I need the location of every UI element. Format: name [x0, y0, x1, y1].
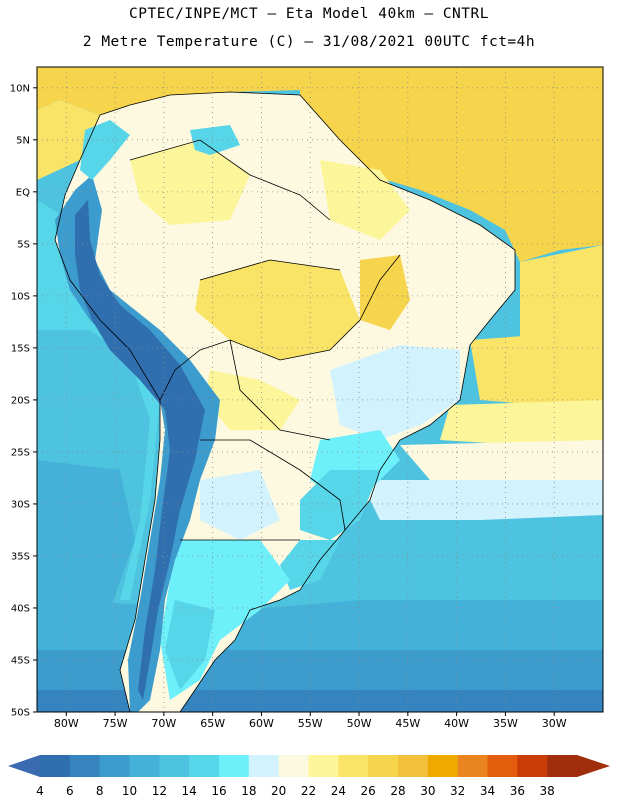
colorbar-cell: [547, 755, 578, 777]
colorbar-cell: [189, 755, 220, 777]
lon-label: 75W: [103, 717, 128, 730]
lat-label: 45S: [11, 655, 30, 666]
colorbar-label: 4: [36, 784, 44, 798]
colorbar-label: 30: [420, 784, 435, 798]
lon-label: 45W: [395, 717, 420, 730]
colorbar-label: 14: [182, 784, 197, 798]
colorbar-cell: [69, 755, 100, 777]
colorbar-low-arrow: [8, 755, 40, 777]
colorbar-label: 32: [450, 784, 465, 798]
lat-label: 15S: [11, 343, 30, 354]
title-line-1: CPTEC/INPE/MCT – Eta Model 40km – CNTRL: [129, 6, 489, 22]
colorbar-label: 18: [241, 784, 256, 798]
colorbar-label: 26: [361, 784, 376, 798]
colorbar-label: 36: [510, 784, 525, 798]
colorbar-cell: [487, 755, 518, 777]
colorbar-cell: [368, 755, 399, 777]
lon-label: 40W: [444, 717, 469, 730]
colorbar-label: 28: [390, 784, 405, 798]
colorbar-cell: [278, 755, 309, 777]
coastline-borders: [54, 91, 516, 712]
colorbar-cell: [99, 755, 130, 777]
colorbar-label: 10: [122, 784, 137, 798]
temperature-field: [37, 67, 603, 712]
lat-label: 5N: [16, 135, 30, 146]
lon-label: 50W: [347, 717, 372, 730]
title-line-2: 2 Metre Temperature (C) – 31/08/2021 00U…: [82, 34, 536, 50]
lon-label: 60W: [249, 717, 274, 730]
colorbar-label: 12: [152, 784, 167, 798]
colorbar-cell: [398, 755, 429, 777]
colorbar-cell: [40, 755, 71, 777]
lat-label: 10N: [10, 83, 30, 94]
atlantic-north-warm: [300, 67, 603, 262]
latitude-labels: 10N 5N EQ 5S 10S 15S 20S 25S 30S 35S 40S 45S 50S: [10, 83, 37, 719]
colorbar-cell: [159, 755, 190, 777]
lat-label: 25S: [11, 447, 30, 458]
lat-label: 35S: [11, 551, 30, 562]
lon-label: 70W: [151, 717, 176, 730]
lat-label: 10S: [11, 291, 30, 302]
lat-label: 20S: [11, 395, 30, 406]
colorbar-cell: [517, 755, 548, 777]
lon-label: 65W: [200, 717, 225, 730]
colorbar-label: 6: [66, 784, 74, 798]
lon-label: 35W: [493, 717, 518, 730]
lat-label: 5S: [17, 239, 30, 250]
lat-label: 30S: [11, 499, 30, 510]
colorbar: 4 6 8 10 12 14 16 18 20 22 24 26 28 30 32 34 36 38: [8, 755, 610, 798]
colorbar-cell: [427, 755, 458, 777]
colorbar-label: 20: [271, 784, 286, 798]
lat-label: 50S: [11, 708, 30, 719]
map-frame: [36, 66, 604, 713]
longitude-labels: 80W 75W 70W 65W 60W 55W 50W 45W 40W 35W 30W: [54, 712, 567, 730]
colorbar-cell: [248, 755, 279, 777]
colorbar-label: 38: [540, 784, 555, 798]
central-warm: [195, 260, 360, 360]
colorbar-label: 8: [96, 784, 104, 798]
colorbar-cell: [219, 755, 250, 777]
lon-label: 80W: [54, 717, 79, 730]
colorbar-cell: [129, 755, 160, 777]
colorbar-label: 22: [301, 784, 316, 798]
lon-label: 55W: [298, 717, 323, 730]
lon-label: 30W: [542, 717, 567, 730]
colorbar-cell: [457, 755, 488, 777]
colorbar-label: 34: [480, 784, 495, 798]
colorbar-label: 24: [331, 784, 346, 798]
colorbar-cell: [338, 755, 369, 777]
lat-label: 40S: [11, 603, 30, 614]
colorbar-cell: [308, 755, 339, 777]
colorbar-high-arrow: [577, 755, 610, 777]
colorbar-label: 16: [211, 784, 226, 798]
lat-label: EQ: [16, 187, 30, 198]
